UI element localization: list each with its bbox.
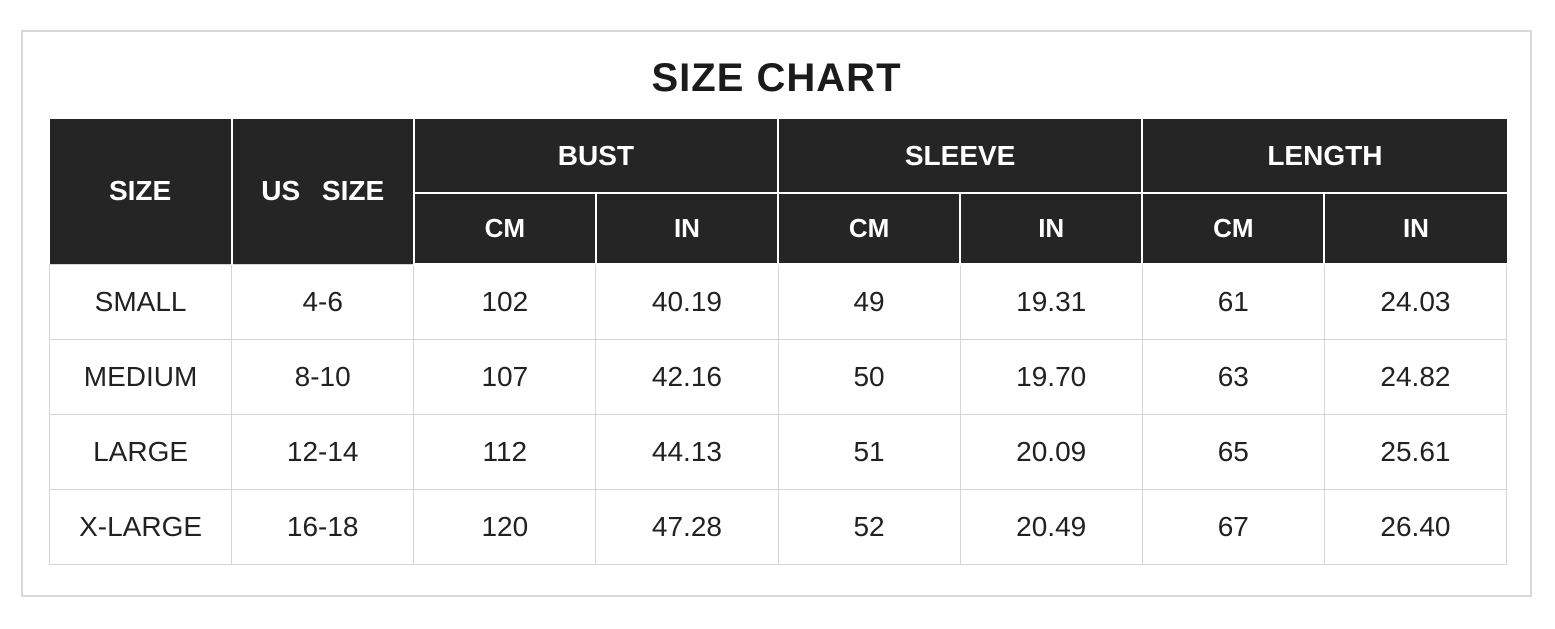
size-chart-frame: SIZE CHART SIZE US SIZE BUST SLEEVE LENG… <box>21 30 1532 597</box>
cell-length-cm: 63 <box>1141 338 1325 415</box>
col-header-bust: BUST <box>412 119 780 194</box>
col-header-sleeve: SLEEVE <box>776 119 1144 194</box>
sub-header-length-cm: CM <box>1141 192 1326 265</box>
sub-header-length-in: IN <box>1323 192 1507 265</box>
col-header-us-size: US SIZE <box>230 119 415 264</box>
cell-size: SMALL <box>48 263 233 340</box>
cell-length-in: 26.40 <box>1323 488 1508 565</box>
cell-bust-cm: 107 <box>413 338 597 415</box>
cell-bust-cm: 102 <box>413 263 597 340</box>
cell-size: MEDIUM <box>48 338 233 415</box>
sub-header-sleeve-in: IN <box>959 192 1144 265</box>
cell-sleeve-cm: 49 <box>777 263 961 340</box>
col-header-size: SIZE <box>49 119 233 264</box>
sub-header-sleeve-cm: CM <box>776 192 962 265</box>
cell-length-cm: 65 <box>1141 413 1325 490</box>
table-row-small: SMALL 4-6 102 40.19 49 19.31 61 24.03 <box>48 263 1508 340</box>
table-row-x-large: X-LARGE 16-18 120 47.28 52 20.49 67 26.4… <box>48 488 1508 565</box>
cell-us-size: 12-14 <box>231 413 415 490</box>
cell-bust-cm: 112 <box>413 413 597 490</box>
cell-us-size: 8-10 <box>231 338 415 415</box>
cell-size: X-LARGE <box>48 488 233 565</box>
cell-size: LARGE <box>48 413 233 490</box>
cell-sleeve-cm: 52 <box>777 488 961 565</box>
cell-sleeve-cm: 50 <box>777 338 961 415</box>
cell-sleeve-in: 19.31 <box>959 263 1143 340</box>
cell-sleeve-cm: 51 <box>777 413 961 490</box>
cell-length-cm: 67 <box>1141 488 1325 565</box>
cell-length-in: 24.82 <box>1323 338 1508 415</box>
cell-length-in: 25.61 <box>1323 413 1508 490</box>
cell-length-in: 24.03 <box>1323 263 1508 340</box>
cell-sleeve-in: 19.70 <box>959 338 1143 415</box>
cell-sleeve-in: 20.49 <box>959 488 1143 565</box>
cell-bust-in: 40.19 <box>595 263 779 340</box>
sub-header-bust-cm: CM <box>412 192 597 265</box>
cell-bust-in: 44.13 <box>595 413 779 490</box>
table-body: SMALL 4-6 102 40.19 49 19.31 61 24.03 ME… <box>48 263 1508 565</box>
cell-sleeve-in: 20.09 <box>959 413 1143 490</box>
cell-bust-in: 47.28 <box>595 488 779 565</box>
page-title: SIZE CHART <box>651 56 902 100</box>
size-table: SIZE US SIZE BUST SLEEVE LENGTH CM IN CM… <box>48 119 1508 565</box>
table-header: SIZE US SIZE BUST SLEEVE LENGTH CM IN CM… <box>49 119 1507 265</box>
cell-bust-cm: 120 <box>413 488 597 565</box>
cell-us-size: 16-18 <box>231 488 415 565</box>
table-row-medium: MEDIUM 8-10 107 42.16 50 19.70 63 24.82 <box>48 338 1508 415</box>
cell-bust-in: 42.16 <box>595 338 779 415</box>
cell-length-cm: 61 <box>1141 263 1325 340</box>
table-row-large: LARGE 12-14 112 44.13 51 20.09 65 25.61 <box>48 413 1508 490</box>
header-row-groups: SIZE US SIZE BUST SLEEVE LENGTH <box>49 119 1507 264</box>
sub-header-bust-in: IN <box>594 192 780 265</box>
cell-us-size: 4-6 <box>231 263 415 340</box>
header-row-units: CM IN CM IN CM IN <box>50 192 1507 265</box>
col-header-length: LENGTH <box>1141 119 1507 194</box>
